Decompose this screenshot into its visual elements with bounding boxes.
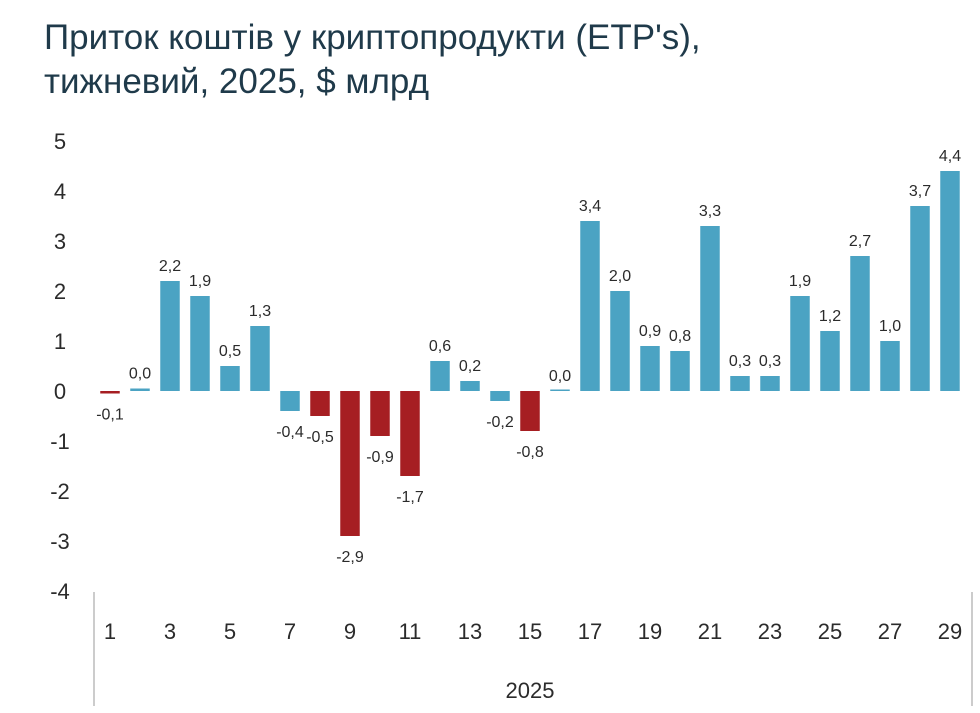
bar-week-18 [610,291,630,391]
x-tick-label: 19 [638,619,662,644]
data-label-week-18: 2,0 [609,268,631,285]
x-axis-label: 2025 [506,678,555,703]
data-label-week-26: 2,7 [849,233,871,250]
bar-week-8 [310,391,330,416]
bar-week-1 [100,391,120,394]
bar-week-2 [130,388,150,391]
data-label-week-21: 3,3 [699,203,721,220]
bar-week-7 [280,391,300,411]
x-tick-label: 17 [578,619,602,644]
chart-title-line-1: Приток коштів у криптопродукти (ETP's), [44,18,701,57]
bar-week-11 [400,391,420,476]
data-label-week-11: -1,7 [396,489,424,506]
data-label-week-8: -0,5 [306,429,334,446]
y-tick-label: -4 [50,579,70,604]
data-label-week-27: 1,0 [879,318,901,335]
x-tick-label: 11 [399,619,422,644]
chart-title-line-2: тижневий, 2025, $ млрд [44,62,429,101]
x-tick-label: 5 [224,619,236,644]
data-label-week-4: 1,9 [189,273,211,290]
data-label-week-22: 0,3 [729,353,751,370]
bar-week-21 [700,226,720,391]
x-tick-label: 15 [518,619,542,644]
data-label-week-7: -0,4 [276,424,304,441]
bar-week-14 [490,391,510,401]
bar-week-29 [940,171,960,391]
y-tick-label: -1 [50,429,70,454]
data-label-week-10: -0,9 [366,449,394,466]
data-label-week-12: 0,6 [429,338,451,355]
data-label-week-16: 0,0 [549,368,571,385]
x-tick-label: 1 [104,619,116,644]
data-label-week-15: -0,8 [516,444,544,461]
bar-week-6 [250,326,270,391]
x-tick-label: 27 [878,619,902,644]
y-tick-label: 3 [54,229,66,254]
bar-week-20 [670,351,690,391]
data-label-week-24: 1,9 [789,273,811,290]
data-label-week-3: 2,2 [159,258,181,275]
data-label-week-13: 0,2 [459,358,481,375]
bar-week-15 [520,391,540,431]
y-tick-label: -3 [50,529,70,554]
bar-week-16 [550,389,570,391]
bar-week-24 [790,296,810,391]
bar-week-12 [430,361,450,391]
data-label-week-14: -0,2 [486,414,514,431]
x-tick-label: 25 [818,619,842,644]
y-tick-label: 1 [54,329,66,354]
y-axis-ticks: 5 4 3 2 1 0 -1 -2 -3 -4 [50,129,70,604]
x-tick-label: 21 [698,619,722,644]
y-tick-label: 0 [54,379,66,404]
bar-week-26 [850,256,870,391]
bar-week-17 [580,221,600,391]
bar-week-4 [190,296,210,391]
bar-week-10 [370,391,390,436]
bar-week-27 [880,341,900,391]
y-tick-label: 4 [54,179,66,204]
chart-title: Приток коштів у криптопродукти (ETP's), … [44,16,964,104]
x-tick-label: 3 [164,619,176,644]
data-label-week-17: 3,4 [579,198,601,215]
data-label-week-1: -0,1 [96,407,124,424]
bar-week-22 [730,376,750,391]
bar-week-9 [340,391,360,536]
bar-week-5 [220,366,240,391]
x-tick-label: 29 [938,619,962,644]
data-label-week-19: 0,9 [639,323,661,340]
bar-week-28 [910,206,930,391]
y-tick-label: 5 [54,129,66,154]
data-label-week-23: 0,3 [759,353,781,370]
y-tick-label: -2 [50,479,70,504]
bar-week-19 [640,346,660,391]
y-tick-label: 2 [54,279,66,304]
bar-week-3 [160,281,180,391]
x-tick-label: 7 [284,619,296,644]
data-label-week-28: 3,7 [909,183,931,200]
data-label-week-25: 1,2 [819,308,841,325]
data-label-week-5: 0,5 [219,343,241,360]
data-label-week-2: 0,0 [129,366,151,383]
data-labels: -0,1 0,0 2,2 1,9 0,5 1,3 -0,4 -0,5 -2,9 -0,9 -1,7 0… [96,148,961,566]
bars [100,171,960,536]
bar-week-13 [460,381,480,391]
bar-week-23 [760,376,780,391]
x-tick-label: 13 [458,619,482,644]
data-label-week-6: 1,3 [249,303,271,320]
data-label-week-20: 0,8 [669,328,691,345]
x-tick-label: 23 [758,619,782,644]
x-tick-label: 9 [344,619,356,644]
bar-week-25 [820,331,840,391]
data-label-week-9: -2,9 [336,549,364,566]
data-label-week-29: 4,4 [939,148,961,165]
